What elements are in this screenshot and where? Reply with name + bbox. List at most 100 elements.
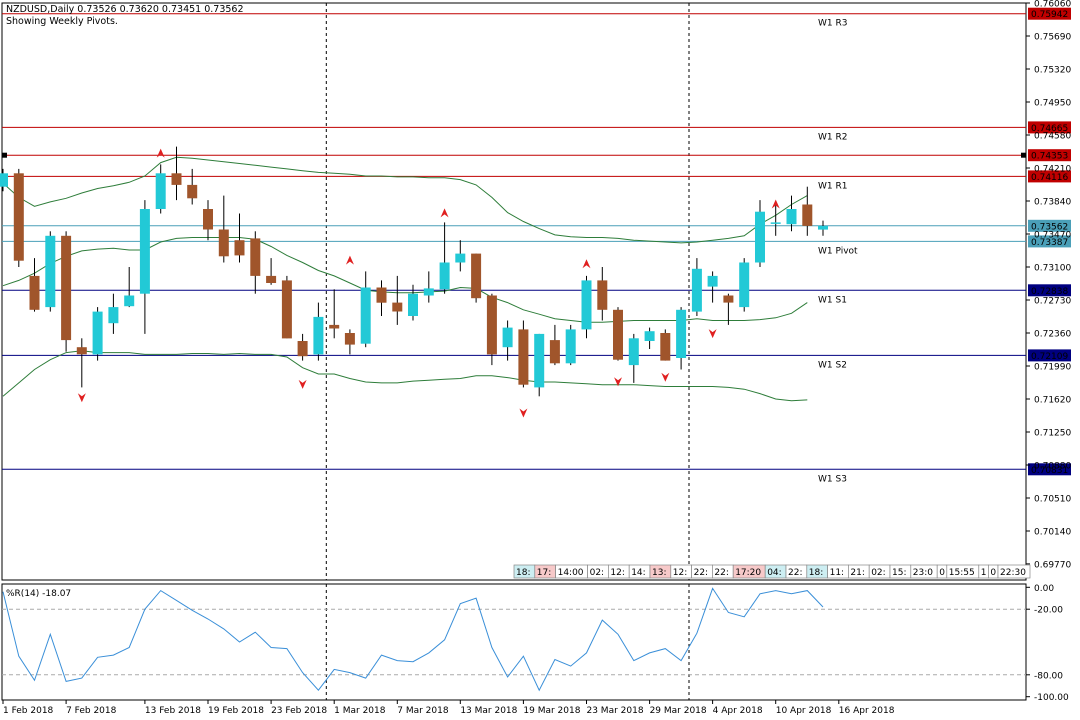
- pivot-label: W1 S3: [818, 474, 847, 484]
- time-axis-label: 19 Mar 2018: [523, 706, 580, 716]
- bullish-candle: [313, 316, 324, 355]
- fractal-down-arrow: [77, 393, 86, 403]
- pivot-price-tag: [1028, 349, 1071, 362]
- bearish-candle: [203, 209, 213, 230]
- fractal-down-arrow: [614, 377, 623, 387]
- bullish-candle: [644, 331, 655, 341]
- fractal-down-arrow: [298, 379, 307, 389]
- bearish-candle: [234, 240, 245, 256]
- pivot-price-tag: [1028, 170, 1071, 183]
- time-tag-text: 22:: [694, 568, 708, 578]
- bearish-candle: [613, 309, 623, 360]
- bullish-candle: [676, 309, 687, 358]
- bullish-candle: [739, 262, 750, 308]
- price-axis-label: 0.73100: [1034, 263, 1071, 273]
- time-tag-text: 12:: [610, 568, 624, 578]
- pivot-price-tag: [1028, 7, 1071, 20]
- fractal-down-arrow: [708, 329, 717, 339]
- pivot-price-tag-text: 0.70831: [1031, 466, 1068, 476]
- bearish-candle: [171, 173, 182, 185]
- price-axis-label: 0.71620: [1034, 395, 1071, 405]
- bullish-candle: [108, 307, 119, 324]
- bearish-candle: [660, 333, 671, 361]
- time-tag-text: 22:: [788, 568, 802, 578]
- time-tag-text: 22:: [714, 568, 728, 578]
- wpr-axis-label: -80.00: [1034, 671, 1063, 681]
- bearish-candle: [76, 347, 87, 355]
- price-axis-label: 0.75690: [1034, 32, 1071, 42]
- marker-price-tag-text: 0.74353: [1031, 152, 1068, 162]
- pivot-price-tag-text: 0.74116: [1031, 173, 1068, 183]
- pivot-price-tag-text: 0.72109: [1031, 352, 1068, 362]
- bullish-candle: [408, 293, 418, 316]
- price-axis-label: 0.74580: [1034, 131, 1071, 141]
- time-axis-label: 29 Mar 2018: [650, 706, 707, 716]
- pivots-info: Showing Weekly Pivots.: [6, 16, 118, 27]
- bullish-candle: [0, 173, 8, 187]
- time-tag-text: 15:55: [949, 568, 975, 578]
- wpr-axis-label: -20.00: [1034, 606, 1063, 616]
- time-tag-text: 11:: [830, 568, 844, 578]
- time-tag: [997, 564, 1031, 579]
- bearish-candle: [518, 329, 529, 385]
- time-tag-text: 21:: [850, 568, 864, 578]
- bearish-candle: [297, 341, 308, 357]
- price-axis-label: 0.69770: [1034, 560, 1071, 570]
- price-axis-label: 0.71250: [1034, 428, 1071, 438]
- price-axis-label: 0.76060: [1034, 0, 1071, 10]
- fractal-up-arrow: [582, 259, 591, 269]
- time-tag-text: 04:: [767, 568, 781, 578]
- time-tag-text: 12:: [673, 568, 687, 578]
- bullish-candle: [423, 288, 434, 296]
- wpr-title: %R(14) -18.07: [6, 589, 71, 599]
- time-axis-label: 13 Feb 2018: [145, 706, 201, 716]
- time-axis-label: 7 Feb 2018: [66, 706, 117, 716]
- bullish-candle: [581, 280, 592, 330]
- time-tag-text: 0: [939, 568, 945, 578]
- fractal-up-arrow: [771, 199, 780, 209]
- bearish-candle: [29, 275, 40, 310]
- bearish-candle: [392, 302, 403, 312]
- bearish-candle: [802, 204, 813, 226]
- fractal-up-arrow: [345, 255, 354, 265]
- bullish-candle: [124, 295, 135, 307]
- bearish-candle: [723, 295, 734, 303]
- wpr-line: [2, 587, 824, 692]
- time-tag-text: 02:: [590, 568, 604, 578]
- bearish-candle: [187, 184, 198, 199]
- time-tag-text: 18:: [516, 568, 530, 578]
- pivot-label: W1 R2: [818, 132, 847, 142]
- time-axis-label: 16 Apr 2018: [839, 706, 895, 716]
- time-tag-text: 13:: [652, 568, 666, 578]
- price-axis-label: 0.70140: [1034, 527, 1071, 537]
- bullish-candle: [155, 173, 166, 209]
- bearish-candle: [486, 295, 497, 355]
- bullish-candle: [455, 253, 466, 263]
- envelope-middle-band: [2, 237, 808, 323]
- pivot-price-tag-text: 0.74665: [1031, 124, 1068, 134]
- time-axis-label: 7 Mar 2018: [397, 706, 449, 716]
- bullish-candle: [818, 226, 828, 230]
- bearish-candle: [549, 340, 560, 364]
- fractal-up-arrow: [440, 208, 449, 218]
- time-axis-label: 10 Apr 2018: [776, 706, 832, 716]
- time-axis-label: 1 Mar 2018: [334, 706, 386, 716]
- envelope-lower-band: [2, 350, 808, 402]
- price-axis-label: 0.75320: [1034, 65, 1071, 75]
- wpr-plot-frame: [1, 583, 1027, 701]
- pivot-price-tag: [1028, 463, 1071, 476]
- bearish-candle: [266, 275, 277, 283]
- pivot-price-tag-text: 0.73387: [1031, 238, 1068, 248]
- time-tag-text: 02:: [871, 568, 885, 578]
- bearish-candle: [471, 253, 482, 299]
- pivot-price-tag: [1028, 284, 1071, 297]
- bullish-candle: [360, 287, 371, 344]
- time-axis-label: 4 Apr 2018: [713, 706, 763, 716]
- price-axis-label: 0.74210: [1034, 164, 1071, 174]
- fractal-down-arrow: [661, 372, 670, 382]
- time-tag-text: 17:20: [735, 568, 761, 578]
- pivot-label: W1 Pivot: [818, 246, 858, 256]
- time-tag-text: 14:: [631, 568, 645, 578]
- bearish-candle: [597, 280, 608, 310]
